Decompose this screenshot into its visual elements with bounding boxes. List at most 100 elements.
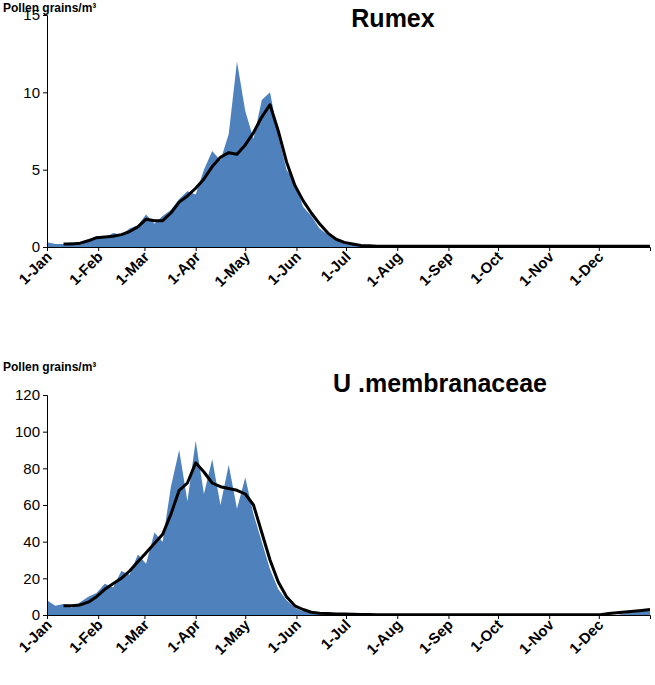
y-tick-label: 100: [15, 423, 40, 440]
y-tick: 10: [23, 84, 47, 101]
x-tick-mark: [245, 247, 246, 251]
x-tick: 1-May: [211, 247, 254, 290]
x-tick: 1-Oct: [467, 615, 506, 655]
area: [47, 441, 650, 615]
y-tick: 60: [23, 496, 47, 513]
x-tick-mark: [599, 247, 600, 251]
x-tick: 1-Nov: [515, 615, 557, 657]
x-tick: 1-Jun: [264, 247, 304, 288]
x-tick: 1-Mar: [112, 615, 152, 656]
x-tick-label: 1-Dec: [566, 248, 607, 289]
y-tick-mark: [43, 615, 47, 616]
x-tick-mark: [245, 615, 246, 619]
x-tick-mark: [47, 247, 48, 251]
x-tick: 1-Aug: [363, 247, 405, 290]
y-tick: 20: [23, 570, 47, 587]
x-tick-mark: [498, 247, 499, 251]
y-tick-mark: [43, 247, 47, 248]
x-tick-mark: [346, 615, 347, 619]
x-tick: 1-Jul: [317, 247, 354, 285]
y-axis-line: [43, 396, 48, 616]
y-tick-mark: [43, 92, 47, 93]
x-tick: 1-Oct: [467, 247, 506, 287]
x-tick-label: 1-Jan: [15, 248, 55, 288]
x-tick-mark: [599, 615, 600, 619]
x-tick: 1-Nov: [515, 247, 557, 289]
x-tick-label: 1-Apr: [164, 248, 204, 288]
x-tick: 1-Apr: [164, 615, 204, 656]
y-tick: 120: [15, 386, 47, 403]
x-tick: 1-Feb: [66, 247, 106, 288]
x-tick-mark: [448, 615, 449, 619]
plot-marks: [47, 61, 650, 247]
x-tick: 1-Sep: [415, 247, 456, 289]
y-tick: 40: [23, 533, 47, 550]
y-tick-label: 80: [23, 460, 40, 477]
y-axis-label: Pollen grains/m³: [3, 1, 96, 15]
area: [47, 61, 650, 247]
x-tick-mark: [47, 615, 48, 619]
y-tick-mark: [43, 432, 47, 433]
x-tick-mark: [98, 615, 99, 619]
x-tick-label: 1-Jul: [317, 248, 354, 285]
y-tick-label: 120: [15, 386, 40, 403]
x-tick: 1-Apr: [164, 247, 204, 288]
y-axis-line: [43, 16, 48, 248]
chart: 0204060801001201-Jan1-Feb1-Mar1-Apr1-May…: [3, 360, 651, 658]
y-tick-mark: [43, 542, 47, 543]
plot-marks: [47, 441, 650, 615]
y-tick-label: 5: [32, 161, 40, 178]
x-tick-label: 1-Jun: [264, 616, 304, 656]
x-tick: 1-Mar: [112, 247, 152, 288]
line: [64, 105, 650, 247]
x-tick-mark: [448, 247, 449, 251]
y-tick-label: 20: [23, 570, 40, 587]
chart-title: U .membranaceae: [333, 369, 547, 397]
x-tick: 1-Dec: [566, 247, 607, 289]
x-tick-label: 1-Dec: [566, 616, 607, 657]
y-tick: 5: [32, 161, 47, 178]
x-tick: 1-Aug: [363, 615, 405, 658]
y-tick-label: 60: [23, 496, 40, 513]
x-tick-label: 1-Oct: [467, 248, 506, 287]
y-axis: 051015: [23, 6, 47, 255]
x-tick-mark: [549, 247, 550, 251]
y-tick-mark: [43, 505, 47, 506]
x-tick-label: 1-Mar: [112, 616, 152, 656]
x-tick: 1-Sep: [415, 615, 456, 657]
x-tick: 1-Feb: [66, 615, 106, 656]
x-tick-label: 1-Feb: [66, 248, 106, 288]
figure: 0510151-Jan1-Feb1-Mar1-Apr1-May1-Jun1-Ju…: [0, 0, 655, 685]
line: [64, 463, 650, 615]
x-tick-mark: [498, 615, 499, 619]
x-tick-mark: [196, 615, 197, 619]
x-tick-label: 1-May: [211, 247, 254, 290]
x-tick-label: 1-Feb: [66, 616, 106, 656]
y-axis-label: Pollen grains/m³: [3, 360, 96, 374]
x-tick: 1-Jun: [264, 615, 304, 656]
x-tick: 1-May: [211, 615, 254, 658]
x-axis: 1-Jan 1-Feb1-Mar 1-Apr1-May1-Jun 1-Jul1-Aug…: [15, 247, 650, 290]
y-tick-mark: [43, 395, 47, 396]
chart: 0510151-Jan1-Feb1-Mar1-Apr1-May1-Jun1-Ju…: [3, 1, 651, 290]
x-tick: 1-Dec: [566, 615, 607, 657]
x-tick: 1-Jan: [15, 615, 55, 656]
x-tick-label: 1-Jan: [15, 616, 55, 656]
y-tick-mark: [43, 170, 47, 171]
x-tick-mark: [144, 247, 145, 251]
x-tick-mark: [549, 615, 550, 619]
x-tick-label: 1-Apr: [164, 616, 204, 656]
x-tick-mark: [296, 615, 297, 619]
x-tick-mark: [196, 247, 197, 251]
x-tick: 1-Jan: [15, 247, 55, 288]
x-tick-label: 1-Nov: [515, 615, 557, 657]
y-tick-mark: [43, 468, 47, 469]
x-tick-mark: [397, 615, 398, 619]
y-tick-mark: [43, 578, 47, 579]
x-tick-mark: [98, 247, 99, 251]
x-tick-label: 1-Sep: [415, 616, 456, 657]
x-axis: 1-Jan1-Feb1-Mar1-Apr1-May1-Jun1-Jul1-Aug…: [15, 615, 650, 658]
x-tick-mark: [346, 247, 347, 251]
y-axis: 020406080100120: [15, 386, 48, 623]
x-tick-label: 1-Aug: [363, 616, 405, 658]
